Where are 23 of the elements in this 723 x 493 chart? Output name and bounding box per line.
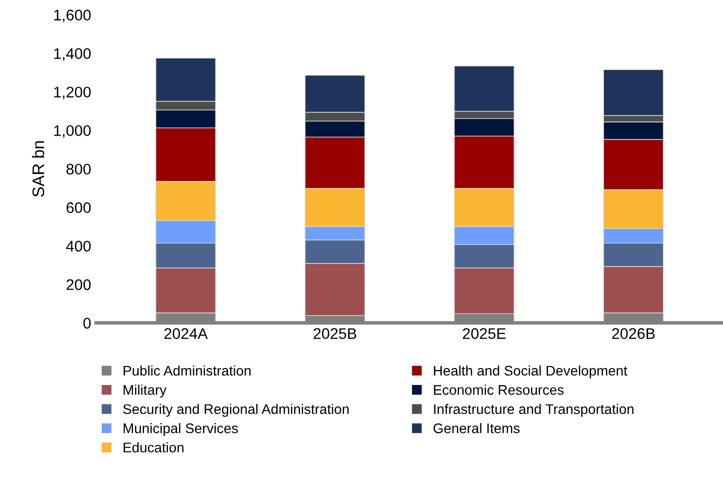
x-tick-label: 2025E (462, 328, 506, 339)
y-tick-label: 200 (66, 279, 91, 290)
legend-label: Health and Social Development (434, 365, 628, 378)
x-tick-label: 2024A (164, 328, 208, 339)
y-tick-label: 1,400 (54, 48, 91, 61)
legend-label: Municipal Services (124, 423, 238, 436)
y-tick-label: 1,000 (54, 125, 91, 138)
legend-label: Education (124, 442, 184, 452)
y-tick-label: 1,200 (54, 86, 91, 100)
x-tick-label: 2026B (612, 328, 655, 339)
y-tick-label: 600 (66, 202, 91, 214)
legend-label: Infrastructure and Transportation (434, 404, 634, 417)
legend-label: Economic Resources (434, 384, 564, 395)
y-axis-title: SAR bn (32, 141, 44, 197)
x-tick-label: 2025B (314, 328, 356, 339)
legend-label: Military (124, 384, 166, 398)
y-tick-label: 800 (66, 164, 91, 175)
y-tick-label: 400 (66, 240, 91, 252)
legend-label: Public Administration (124, 365, 251, 376)
y-tick-label: 0 (83, 318, 91, 329)
legend-label: Security and Regional Administration (123, 404, 349, 417)
legend-label: General Items (434, 423, 520, 434)
y-tick-label: 1,600 (54, 10, 91, 22)
